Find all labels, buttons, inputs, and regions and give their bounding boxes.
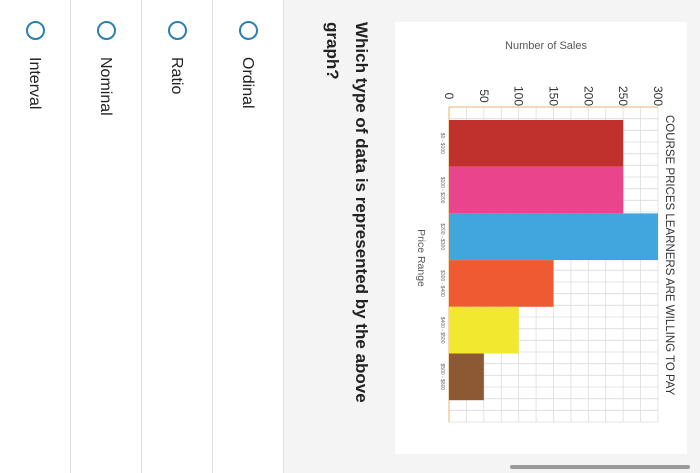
category-label: $200 - $300 [439,223,445,250]
category-label: $100 - $200 [439,177,445,204]
tick-label: 150 [547,86,561,106]
chart-category-labels: $0 - $100 $100 - $200 $200 - $300 $300 - $4… [439,133,445,391]
option-label: Nominal [97,57,114,116]
tick-label: 300 [651,86,665,106]
option-label: Ratio [168,57,185,95]
bar [449,306,519,354]
scrollbar[interactable] [510,465,690,469]
category-label: $500 - $600 [439,363,445,390]
chart-ticks: 0 50 100 150 200 250 300 [442,86,665,106]
option-interval[interactable]: Interval [0,0,70,473]
question-text: Which type of data is represented by the… [323,22,371,403]
radio-button[interactable] [26,21,45,40]
tick-label: 200 [581,86,595,106]
category-label: $0 - $100 [439,133,445,154]
option-nominal[interactable]: Nominal [70,0,141,473]
tick-label: 0 [442,93,456,100]
bar [449,353,484,401]
chart-ylabel: Number of Sales [505,40,587,52]
option-label: Interval [26,57,43,110]
option-label: Ordinal [239,57,256,109]
tick-label: 50 [477,89,491,103]
bar [449,166,624,214]
tick-label: 250 [616,86,630,106]
category-label: $300 - $400 [439,270,445,297]
bar [449,213,658,261]
radio-button[interactable] [168,21,187,40]
chart-bars [449,120,658,401]
radio-button[interactable] [239,21,258,40]
radio-button[interactable] [97,21,116,40]
chart-title: COURSE PRICES LEARNERS ARE WILLING TO PA… [663,115,675,396]
bar [449,260,554,307]
option-ordinal[interactable]: Ordinal [212,0,283,473]
category-label: $400 - $500 [439,317,445,344]
option-ratio[interactable]: Ratio [141,0,212,473]
tick-label: 100 [512,86,526,106]
bar [449,120,624,167]
chart-xlabel: Price Range [415,229,427,287]
